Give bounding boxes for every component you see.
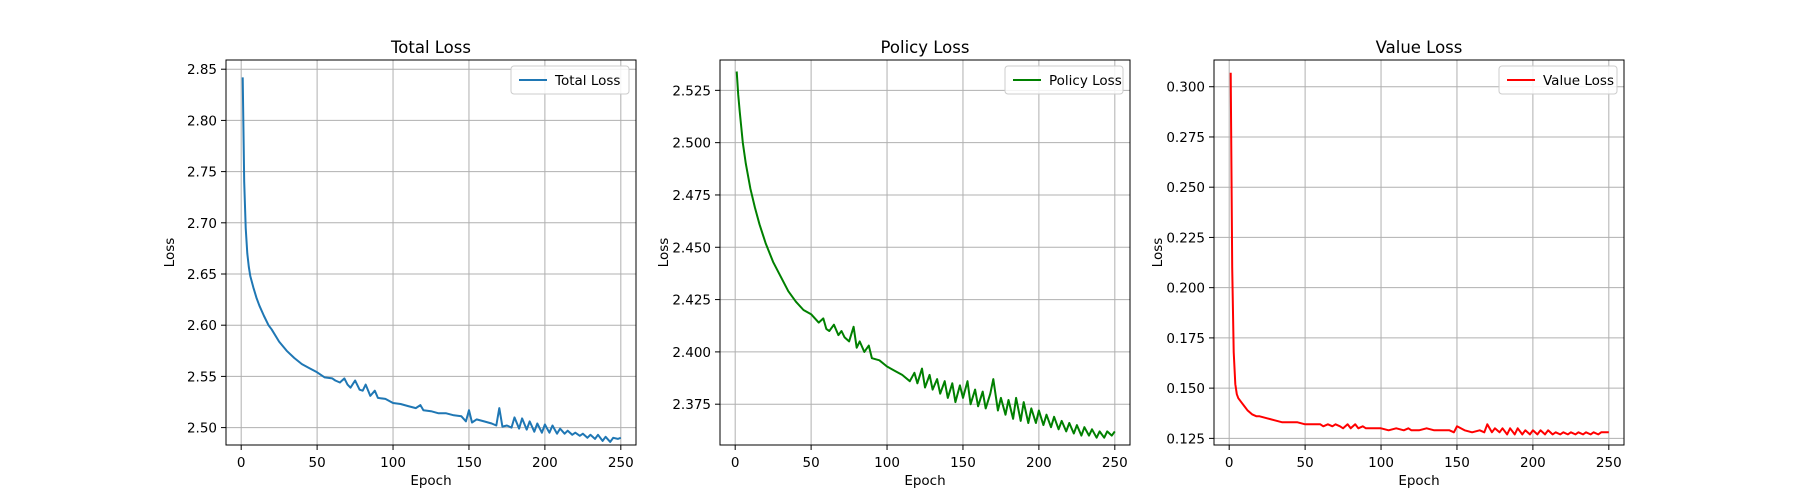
x-tick-label: 150: [950, 455, 976, 471]
legend-box: [1498, 65, 1618, 95]
series-line-policy-loss: [735, 71, 1116, 439]
x-axis-label: Epoch: [410, 473, 451, 489]
x-axis-label: Epoch: [1398, 473, 1439, 489]
y-tick-label: 2.80: [187, 113, 217, 129]
legend-label: Policy Loss: [1049, 73, 1122, 89]
y-tick-label: 2.75: [187, 165, 217, 181]
y-tick-label: 2.450: [672, 240, 711, 256]
y-axis-label: Loss: [656, 238, 672, 268]
y-tick-label: 2.55: [187, 369, 217, 385]
y-tick-label: 0.225: [1166, 230, 1205, 246]
axes-frame: [719, 59, 1131, 446]
legend: Total Loss: [510, 65, 630, 95]
y-tick-label: 2.70: [187, 216, 217, 232]
y-tick-label: 0.150: [1166, 381, 1205, 397]
chart-title: Total Loss: [390, 38, 471, 57]
chart-panel-value-loss: 0 50 100 150 200 250 0.125 0.150 0.175 0.200 0.225…: [1150, 38, 1625, 489]
chart-panel-total-loss: 0 50 100 150 200 250 2.50 2.55 2.60 2.65 2.70 2.75 2…: [162, 38, 637, 489]
y-tick-label: 2.50: [187, 421, 217, 437]
series-line-total-loss: [241, 77, 622, 443]
y-tick-label: 2.525: [672, 83, 711, 99]
x-tick-label: 250: [1596, 455, 1622, 471]
y-tick-label: 2.375: [672, 397, 711, 413]
legend: Policy Loss: [1004, 65, 1124, 95]
y-tick-label: 2.500: [672, 136, 711, 152]
x-tick-label: 50: [309, 455, 326, 471]
y-tick-label: 2.60: [187, 318, 217, 334]
y-tick-label: 2.475: [672, 188, 711, 204]
chart-title: Policy Loss: [881, 38, 970, 57]
x-tick-label: 50: [1297, 455, 1314, 471]
y-tick-label: 2.65: [187, 267, 217, 283]
series-line-value-loss: [1229, 72, 1609, 436]
axes-frame: [225, 59, 637, 446]
x-tick-label: 150: [456, 455, 482, 471]
y-axis-label: Loss: [1150, 238, 1166, 268]
x-tick-label: 150: [1444, 455, 1470, 471]
x-tick-label: 0: [237, 455, 246, 471]
y-tick-label: 2.400: [672, 345, 711, 361]
x-tick-label: 200: [1026, 455, 1052, 471]
y-tick-label: 0.175: [1166, 331, 1205, 347]
y-tick-label: 2.85: [187, 62, 217, 78]
legend: Value Loss: [1498, 65, 1618, 95]
y-tick-label: 0.275: [1166, 130, 1205, 146]
y-tick-label: 0.125: [1166, 431, 1205, 447]
x-axis-label: Epoch: [904, 473, 945, 489]
x-tick-label: 100: [380, 455, 406, 471]
chart-panel-policy-loss: 0 50 100 150 200 250 2.375 2.400 2.425 2.450 2.475…: [656, 38, 1131, 489]
x-tick-label: 250: [1102, 455, 1128, 471]
chart-title: Value Loss: [1376, 38, 1463, 57]
y-axis-label: Loss: [162, 238, 178, 268]
x-tick-label: 100: [874, 455, 900, 471]
legend-label: Total Loss: [554, 73, 620, 89]
x-tick-label: 100: [1368, 455, 1394, 471]
legend-box: [1004, 65, 1124, 95]
x-tick-label: 200: [532, 455, 558, 471]
x-tick-label: 250: [608, 455, 634, 471]
x-tick-label: 0: [731, 455, 740, 471]
x-tick-label: 200: [1520, 455, 1546, 471]
axes-frame: [1213, 59, 1625, 446]
y-tick-label: 0.200: [1166, 281, 1205, 297]
y-tick-label: 0.250: [1166, 180, 1205, 196]
y-tick-label: 0.300: [1166, 80, 1205, 96]
legend-box: [510, 65, 630, 95]
y-tick-label: 2.425: [672, 293, 711, 309]
x-tick-label: 50: [803, 455, 820, 471]
legend-label: Value Loss: [1543, 73, 1614, 89]
x-tick-label: 0: [1225, 455, 1234, 471]
